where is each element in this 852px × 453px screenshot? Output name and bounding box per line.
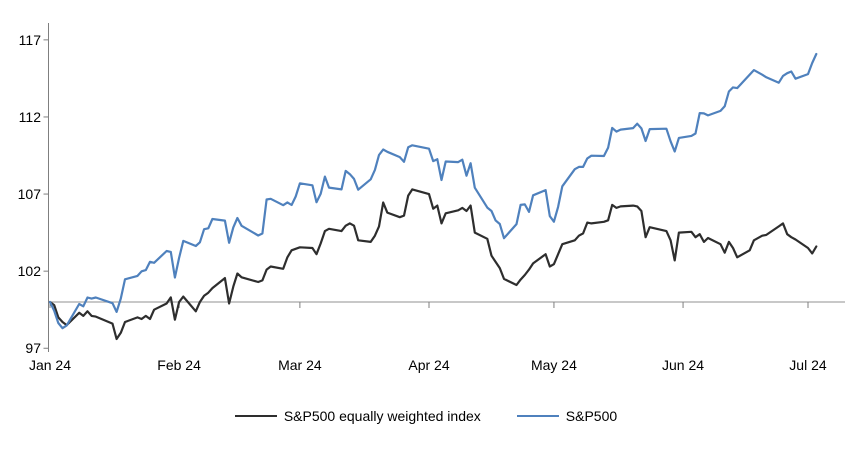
x-tick-label: Apr 24: [408, 357, 450, 373]
y-tick-label: 107: [17, 186, 41, 203]
legend: S&P500 equally weighted index S&P500: [0, 408, 852, 424]
x-tick-label: Jun 24: [662, 357, 705, 373]
x-tick-label: Jul 24: [789, 357, 827, 373]
y-tick-label: 97: [25, 340, 41, 357]
sp500-line-swatch: [516, 415, 559, 417]
y-tick-label: 117: [18, 31, 41, 48]
equal-weight-line-swatch: [234, 415, 277, 417]
legend-label-equal-weight: S&P500 equally weighted index: [283, 408, 481, 424]
legend-item-equal-weight: S&P500 equally weighted index: [234, 408, 481, 424]
series-line-sp500: [48, 52, 818, 330]
y-tick-label: 112: [18, 108, 41, 125]
legend-item-sp500: S&P500: [516, 408, 618, 424]
x-tick-label: Feb 24: [157, 357, 201, 373]
x-tick-label: Jan 24: [28, 357, 72, 373]
x-tick-label: Mar 24: [278, 357, 322, 373]
series-line-equal-weight: [48, 188, 818, 341]
legend-label-sp500: S&P500: [565, 408, 618, 424]
y-tick-label: 102: [17, 263, 41, 280]
x-tick-label: May 24: [530, 357, 577, 373]
